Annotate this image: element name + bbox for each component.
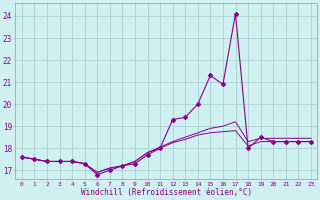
X-axis label: Windchill (Refroidissement éolien,°C): Windchill (Refroidissement éolien,°C) <box>81 188 252 197</box>
